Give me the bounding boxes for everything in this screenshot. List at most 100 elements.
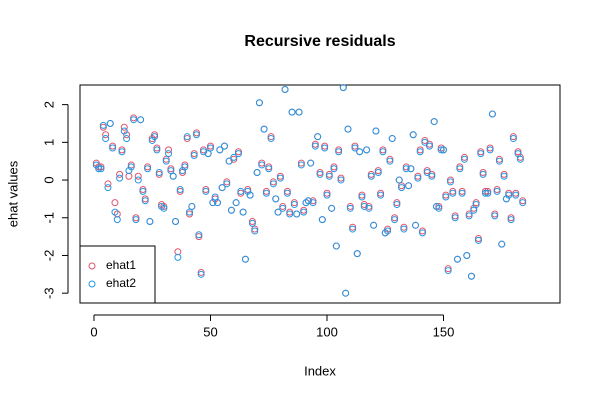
point	[188, 202, 196, 210]
point	[446, 178, 454, 186]
point	[116, 170, 124, 178]
point	[316, 170, 324, 178]
point	[186, 210, 194, 218]
point	[223, 178, 231, 186]
point	[130, 116, 138, 124]
point	[493, 187, 501, 195]
point	[419, 229, 427, 237]
point	[360, 201, 368, 209]
point	[356, 148, 364, 156]
point	[199, 148, 207, 156]
point	[197, 270, 205, 278]
point	[512, 189, 520, 197]
point	[474, 235, 482, 243]
point	[426, 140, 434, 148]
point	[412, 221, 420, 229]
point	[442, 191, 450, 199]
point	[479, 170, 487, 178]
point	[337, 176, 345, 184]
point	[407, 165, 415, 173]
point	[409, 131, 417, 139]
point	[295, 108, 303, 116]
y-tick-label: -3	[41, 287, 56, 299]
point	[502, 195, 510, 203]
point	[190, 150, 198, 158]
x-tick-label: 150	[433, 324, 455, 339]
point	[423, 167, 431, 175]
point	[516, 153, 524, 161]
point	[453, 255, 461, 263]
point	[386, 155, 394, 163]
point	[179, 167, 187, 175]
point	[92, 161, 100, 169]
point	[199, 146, 207, 154]
point	[437, 144, 445, 152]
point	[451, 212, 459, 220]
point	[109, 142, 117, 150]
point	[426, 142, 434, 150]
point	[141, 197, 149, 205]
y-tick-label: -1	[41, 212, 56, 224]
point	[176, 187, 184, 195]
point	[402, 163, 410, 171]
point	[367, 170, 375, 178]
point	[120, 127, 128, 135]
point	[311, 142, 319, 150]
point	[467, 272, 475, 280]
point	[106, 119, 114, 127]
point	[449, 187, 457, 195]
point	[160, 202, 168, 210]
point	[104, 184, 112, 192]
point	[230, 155, 238, 163]
point	[265, 165, 273, 173]
point	[318, 216, 326, 224]
point	[118, 148, 126, 156]
point	[323, 191, 331, 199]
point	[206, 142, 214, 150]
point	[260, 125, 268, 133]
point	[167, 165, 175, 173]
x-axis-label: Index	[304, 363, 336, 378]
point	[500, 170, 508, 178]
y-tick-label: 2	[41, 101, 56, 108]
point	[414, 174, 422, 182]
point	[223, 180, 231, 188]
point	[367, 172, 375, 180]
x-tick-label: 100	[316, 324, 338, 339]
y-tick-label: 0	[41, 176, 56, 183]
point	[127, 161, 135, 169]
point	[365, 202, 373, 210]
y-tick-label: -2	[41, 250, 56, 262]
point	[370, 221, 378, 229]
point	[234, 148, 242, 156]
point	[307, 159, 315, 167]
point	[377, 191, 385, 199]
point	[134, 172, 142, 180]
point	[398, 184, 406, 192]
point	[186, 208, 194, 216]
point	[181, 161, 189, 169]
point	[311, 140, 319, 148]
point	[507, 216, 515, 224]
point	[290, 201, 298, 209]
point	[225, 157, 233, 165]
legend-label: ehat1	[106, 258, 136, 272]
point	[486, 144, 494, 152]
point	[97, 165, 105, 173]
point	[165, 146, 173, 154]
point	[386, 157, 394, 165]
legend-marker	[88, 280, 96, 288]
point	[414, 172, 422, 180]
point	[460, 155, 468, 163]
point	[276, 172, 284, 180]
point	[158, 202, 166, 210]
point	[442, 193, 450, 201]
point	[202, 185, 210, 193]
point	[144, 163, 152, 171]
point	[300, 206, 308, 214]
point	[381, 229, 389, 237]
point	[179, 169, 187, 177]
point	[519, 199, 527, 207]
point	[230, 153, 238, 161]
point	[402, 165, 410, 173]
